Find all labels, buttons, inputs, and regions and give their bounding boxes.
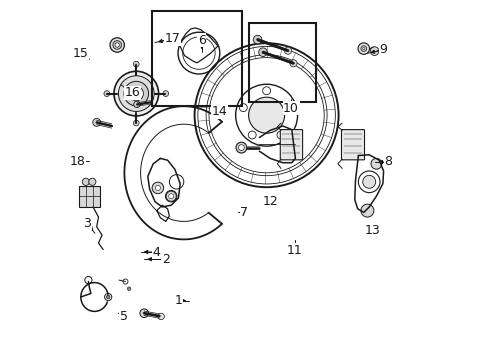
Circle shape	[115, 43, 120, 47]
Circle shape	[127, 287, 131, 291]
Circle shape	[113, 41, 122, 49]
Circle shape	[133, 120, 139, 126]
Text: 8: 8	[384, 156, 392, 168]
Circle shape	[259, 48, 268, 57]
Circle shape	[239, 104, 247, 112]
Text: 13: 13	[365, 224, 381, 237]
FancyBboxPatch shape	[280, 130, 303, 160]
Text: 12: 12	[262, 195, 278, 208]
Bar	[248, 23, 316, 102]
Circle shape	[286, 104, 294, 112]
Circle shape	[133, 61, 139, 67]
Circle shape	[358, 43, 369, 54]
Circle shape	[371, 158, 382, 169]
Circle shape	[277, 131, 285, 139]
Text: 15: 15	[72, 47, 88, 60]
Text: 11: 11	[287, 244, 302, 257]
Circle shape	[110, 38, 124, 52]
Circle shape	[263, 87, 270, 95]
Text: 7: 7	[240, 206, 248, 219]
Circle shape	[169, 194, 174, 199]
Circle shape	[163, 91, 169, 96]
Text: 2: 2	[162, 253, 170, 266]
FancyBboxPatch shape	[342, 130, 365, 160]
Text: 5: 5	[120, 310, 128, 323]
Circle shape	[248, 131, 256, 139]
Circle shape	[114, 71, 159, 116]
Circle shape	[119, 76, 154, 112]
Circle shape	[361, 46, 367, 51]
Circle shape	[124, 81, 148, 106]
Circle shape	[140, 309, 148, 318]
Bar	[152, 11, 242, 106]
Circle shape	[239, 145, 245, 150]
Circle shape	[361, 204, 374, 217]
Circle shape	[253, 35, 262, 44]
Text: 3: 3	[83, 217, 91, 230]
Bar	[79, 186, 99, 207]
Circle shape	[166, 190, 177, 202]
Circle shape	[290, 60, 297, 67]
Circle shape	[363, 48, 365, 50]
Text: 1: 1	[174, 294, 182, 307]
Text: 4: 4	[153, 246, 161, 258]
Circle shape	[104, 91, 110, 96]
Text: 9: 9	[380, 43, 388, 56]
Text: 18: 18	[70, 155, 86, 168]
Text: 17: 17	[164, 32, 180, 45]
Text: 6: 6	[198, 34, 206, 47]
Circle shape	[89, 178, 96, 185]
Text: 16: 16	[125, 86, 141, 99]
Circle shape	[152, 182, 164, 194]
Circle shape	[93, 118, 100, 126]
Circle shape	[363, 175, 376, 188]
Circle shape	[106, 295, 110, 299]
Circle shape	[82, 178, 90, 185]
Circle shape	[129, 86, 144, 101]
Circle shape	[158, 313, 164, 320]
Circle shape	[236, 142, 247, 153]
Circle shape	[134, 101, 140, 108]
Circle shape	[370, 47, 379, 55]
Text: 14: 14	[212, 105, 228, 118]
Circle shape	[248, 97, 285, 133]
Circle shape	[155, 185, 160, 190]
Text: 10: 10	[283, 102, 299, 114]
Circle shape	[285, 47, 292, 54]
